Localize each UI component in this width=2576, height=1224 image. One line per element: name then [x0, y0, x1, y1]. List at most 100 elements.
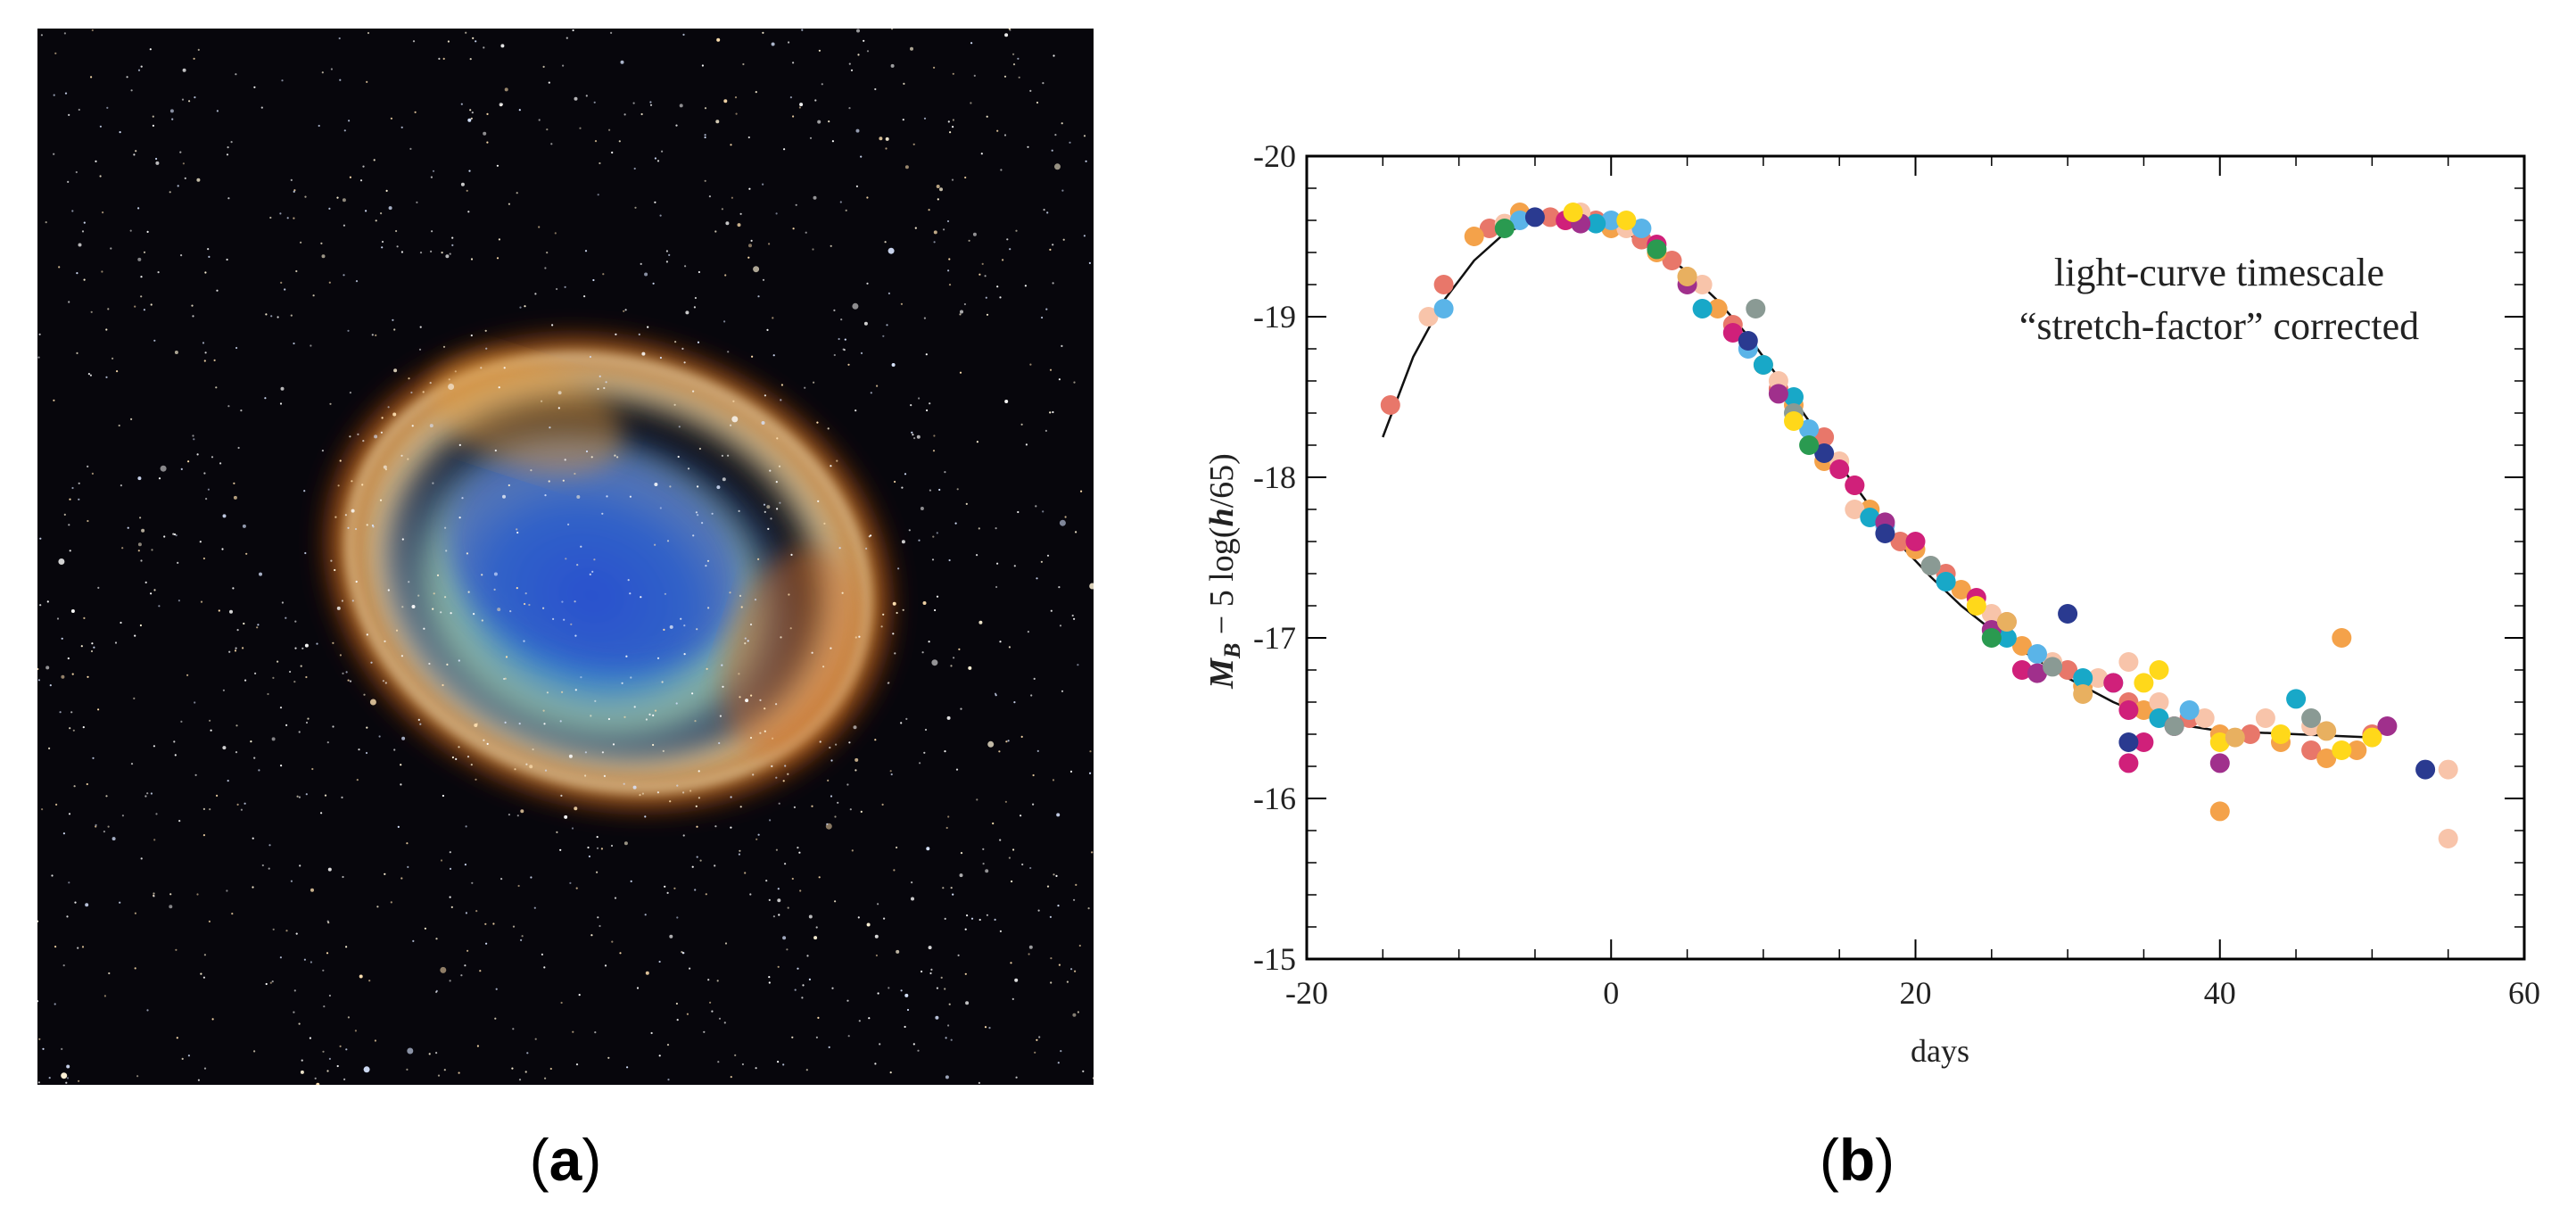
- star: [1004, 400, 1009, 403]
- star: [714, 864, 716, 867]
- star: [682, 33, 685, 36]
- star: [584, 250, 588, 252]
- chart-annotation: light-curve timescale “stretch-factor” c…: [2019, 251, 2419, 348]
- star: [341, 796, 343, 799]
- star: [380, 431, 383, 434]
- star: [211, 1018, 214, 1021]
- star: [1034, 1051, 1036, 1054]
- star: [256, 626, 259, 629]
- star: [952, 119, 954, 121]
- star: [158, 477, 161, 480]
- star: [833, 353, 836, 357]
- star: [559, 720, 562, 723]
- star: [336, 196, 339, 199]
- star: [361, 484, 364, 486]
- star: [652, 282, 655, 285]
- star: [348, 120, 351, 122]
- star: [267, 692, 269, 696]
- star: [932, 450, 936, 452]
- star: [933, 241, 936, 244]
- star: [830, 244, 832, 247]
- panel-a-label: (a): [529, 1127, 602, 1193]
- star: [735, 112, 738, 115]
- star: [769, 819, 772, 822]
- star: [1018, 76, 1020, 79]
- data-point: [1662, 251, 1682, 270]
- star: [611, 151, 614, 154]
- star: [277, 316, 279, 318]
- star: [298, 796, 301, 798]
- star: [419, 252, 423, 254]
- star: [66, 915, 69, 918]
- star: [363, 693, 366, 696]
- star: [432, 482, 434, 484]
- star: [362, 440, 365, 442]
- star: [877, 903, 879, 906]
- star: [1005, 740, 1008, 743]
- star: [697, 485, 699, 488]
- star: [959, 873, 963, 878]
- star: [695, 805, 698, 807]
- star: [504, 87, 508, 92]
- star: [707, 607, 710, 609]
- star: [567, 523, 570, 526]
- star: [530, 876, 533, 879]
- star: [272, 676, 275, 680]
- star: [78, 1079, 80, 1082]
- star: [768, 243, 771, 245]
- star: [689, 790, 692, 792]
- star: [366, 633, 368, 636]
- star: [114, 641, 118, 644]
- star: [182, 68, 186, 72]
- star: [665, 250, 669, 252]
- star: [474, 724, 478, 727]
- star: [965, 1001, 970, 1005]
- star: [144, 795, 147, 798]
- star: [417, 718, 420, 722]
- star: [322, 969, 325, 972]
- star: [471, 112, 474, 114]
- star: [295, 932, 298, 935]
- star: [1014, 978, 1019, 982]
- star: [73, 785, 76, 788]
- star: [827, 779, 830, 782]
- star: [504, 721, 507, 724]
- annotation-line-2: “stretch-factor” corrected: [2019, 304, 2419, 348]
- star: [590, 715, 592, 717]
- star: [748, 187, 751, 190]
- star: [1033, 677, 1036, 681]
- star: [996, 129, 999, 132]
- star: [298, 731, 301, 733]
- star: [76, 272, 78, 275]
- star: [664, 592, 667, 595]
- star: [511, 1067, 514, 1070]
- star: [762, 183, 764, 186]
- data-point: [1784, 387, 1804, 407]
- star: [454, 370, 457, 373]
- star: [414, 111, 417, 113]
- star: [948, 558, 951, 562]
- star: [105, 328, 108, 331]
- star: [355, 280, 359, 283]
- star: [1045, 308, 1048, 310]
- star: [37, 920, 39, 922]
- star: [252, 886, 254, 889]
- star: [433, 592, 435, 595]
- star: [630, 880, 632, 883]
- star: [261, 864, 264, 867]
- star: [316, 1082, 320, 1085]
- star: [908, 529, 911, 532]
- star: [645, 971, 649, 975]
- star: [222, 746, 227, 750]
- data-point: [2362, 727, 2382, 748]
- star: [964, 972, 967, 975]
- star: [81, 946, 85, 948]
- star: [253, 757, 256, 759]
- star: [134, 912, 136, 914]
- star: [669, 485, 672, 488]
- star: [840, 318, 843, 321]
- star: [750, 694, 753, 697]
- star: [607, 1056, 610, 1059]
- star: [1061, 122, 1063, 125]
- star: [69, 550, 71, 552]
